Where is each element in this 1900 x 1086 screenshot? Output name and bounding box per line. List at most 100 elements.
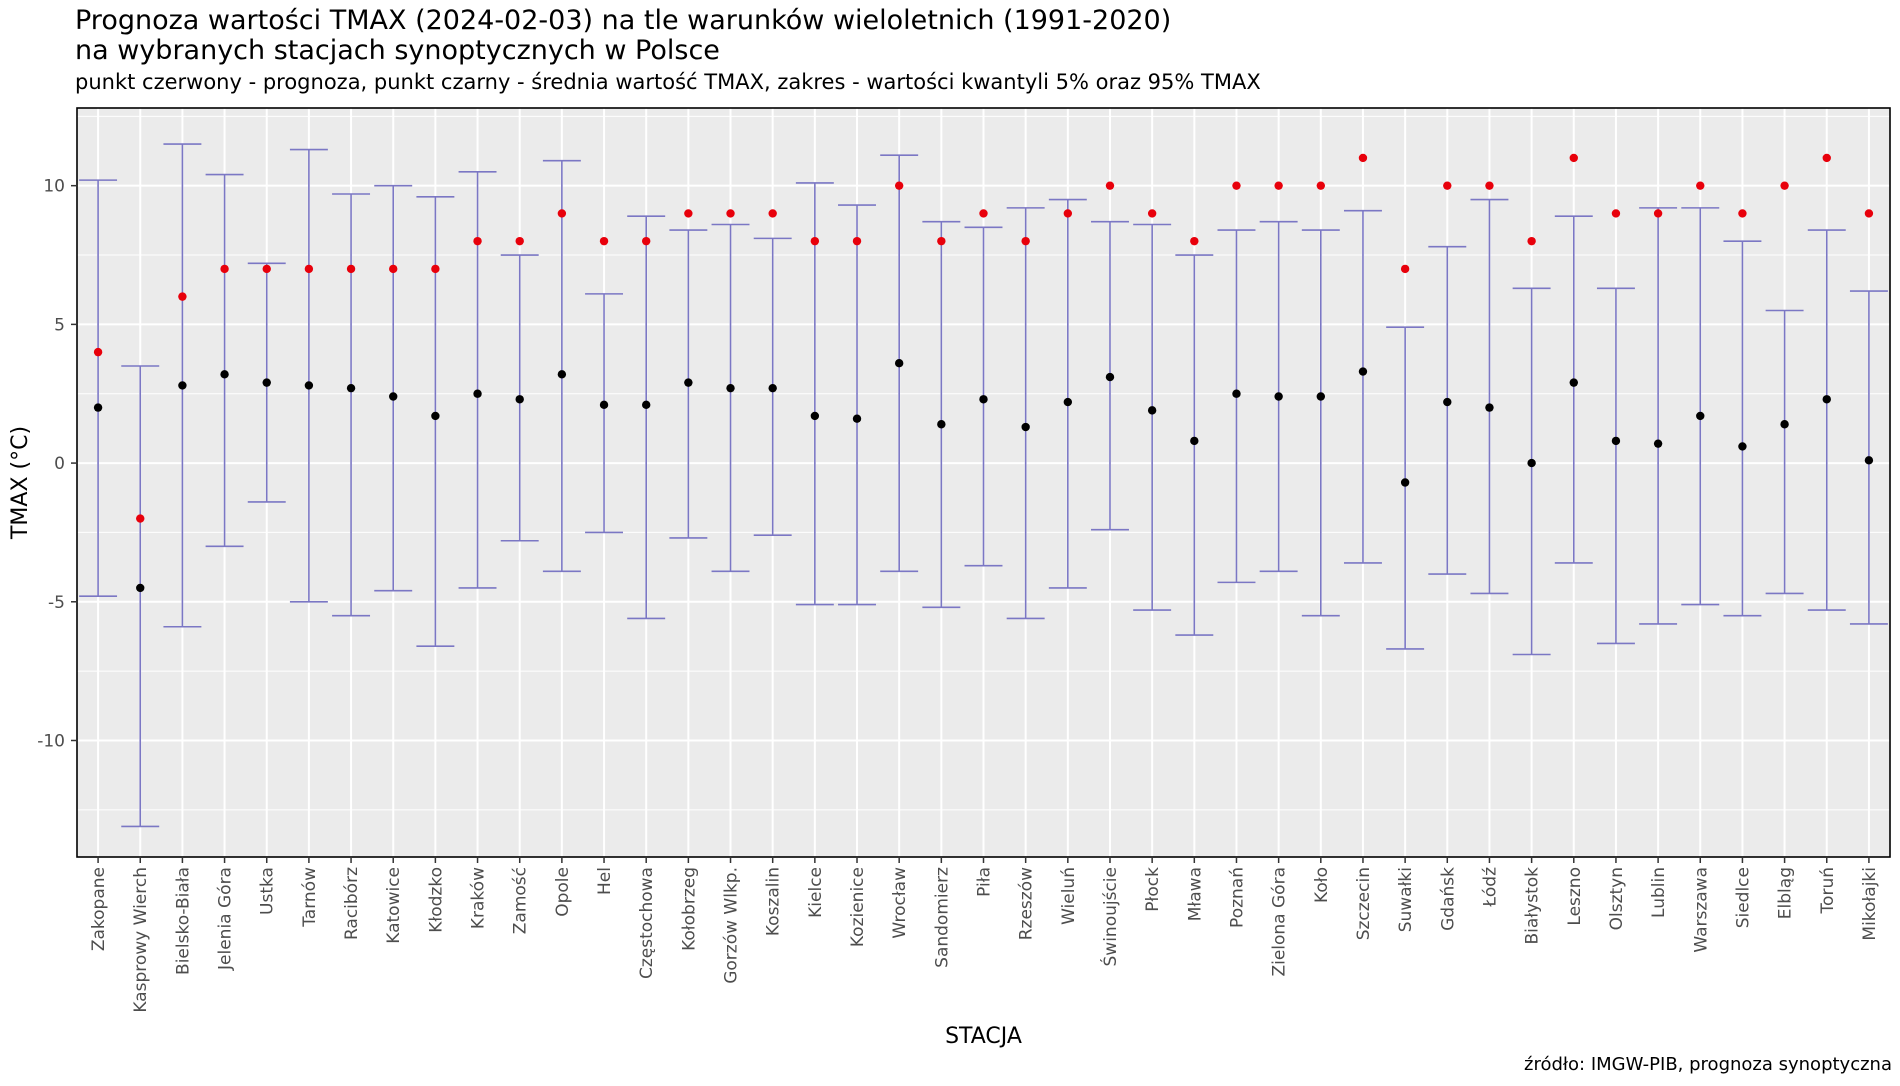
forecast-point (1400, 264, 1410, 274)
forecast-point (1738, 209, 1747, 218)
mean-point (1274, 392, 1283, 401)
forecast-point (684, 209, 693, 218)
forecast-point (136, 514, 145, 523)
x-tick-label: Częstochowa (637, 867, 657, 979)
forecast-point (1696, 181, 1705, 190)
x-tick-label: Koszalin (764, 867, 784, 936)
forecast-point (262, 264, 271, 274)
x-tick-label: Białystok (1523, 867, 1543, 945)
y-tick-label: 5 (54, 315, 65, 335)
forecast-point (93, 347, 103, 357)
x-tick-label: Wrocław (890, 867, 910, 939)
forecast-point (1190, 236, 1199, 246)
x-tick-label: Koło (1312, 867, 1332, 903)
x-tick-label: Leszno (1565, 867, 1585, 926)
mean-point (1443, 397, 1452, 407)
x-tick-label: Łódź (1480, 867, 1500, 908)
forecast-point (1611, 209, 1621, 218)
forecast-point (431, 264, 440, 274)
forecast-point (1822, 153, 1831, 163)
x-tick-label: Szczecin (1354, 867, 1374, 940)
forecast-point (1780, 181, 1789, 190)
forecast-point (1485, 181, 1494, 190)
x-tick-label: Zakopane (89, 867, 109, 951)
mean-point (557, 370, 567, 379)
mean-point (304, 381, 314, 390)
mean-point (1147, 406, 1157, 415)
forecast-point (1864, 209, 1874, 218)
x-tick-label: Opole (553, 867, 573, 917)
x-tick-label: Zielona Góra (1270, 867, 1290, 977)
x-tick-label: Bielsko-Biała (173, 867, 193, 975)
forecast-point (1358, 153, 1368, 163)
mean-point (1569, 378, 1578, 387)
mean-point (1527, 458, 1536, 468)
x-tick-label: Płock (1143, 867, 1163, 912)
mean-point (1653, 439, 1663, 448)
x-tick-label: Tarnów (300, 867, 320, 928)
forecast-point (1232, 181, 1241, 190)
mean-point (1105, 372, 1115, 382)
forecast-point (1569, 153, 1578, 163)
x-tick-label: Kozienice (848, 867, 868, 947)
mean-point (1611, 436, 1621, 446)
forecast-point (515, 236, 524, 246)
forecast-point (937, 236, 946, 246)
mean-point (1738, 442, 1747, 451)
mean-point (852, 414, 862, 423)
mean-point (1696, 411, 1705, 421)
x-tick-label: Kasprowy Wierch (131, 867, 151, 1013)
mean-point (389, 392, 398, 401)
forecast-point (1021, 236, 1030, 246)
forecast-point (1105, 181, 1115, 190)
forecast-point (979, 209, 988, 218)
x-tick-label: Świnoujście (1099, 867, 1121, 966)
forecast-point (1063, 209, 1073, 218)
mean-point (262, 378, 271, 387)
mean-point (1400, 478, 1410, 487)
mean-point (431, 411, 440, 421)
x-tick-label: Gdańsk (1438, 867, 1458, 931)
mean-point (473, 389, 482, 398)
x-tick-label: Hel (595, 867, 615, 895)
forecast-point (1147, 209, 1157, 218)
mean-point (641, 400, 651, 410)
mean-point (768, 383, 777, 393)
mean-point (599, 400, 609, 410)
x-tick-label: Katowice (384, 867, 404, 944)
mean-point (726, 383, 735, 393)
forecast-point (178, 292, 187, 301)
mean-point (979, 395, 988, 404)
x-tick-label: Warszawa (1691, 867, 1711, 953)
mean-point (894, 359, 904, 368)
mean-point (178, 381, 187, 390)
x-tick-label: Siedlce (1733, 867, 1753, 928)
forecast-point (852, 236, 862, 246)
source-note: źródło: IMGW-PIB, prognoza synoptyczna (1524, 1054, 1892, 1075)
x-tick-label: Mława (1185, 867, 1205, 921)
mean-point (1485, 403, 1494, 412)
x-tick-label: Toruń (1818, 867, 1838, 914)
y-tick-label: 10 (43, 177, 65, 197)
mean-point (220, 370, 229, 379)
mean-point (346, 383, 356, 393)
x-tick-label: Piła (975, 867, 995, 897)
mean-point (1864, 456, 1874, 465)
mean-point (93, 403, 103, 412)
mean-point (1316, 392, 1326, 401)
mean-point (810, 411, 820, 421)
mean-point (1358, 367, 1368, 376)
chart-title-line1: Prognoza wartości TMAX (2024-02-03) na t… (75, 5, 1172, 36)
x-tick-label: Rzeszów (1017, 867, 1037, 940)
x-tick-label: Poznań (1227, 867, 1247, 928)
forecast-point (599, 236, 609, 246)
forecast-point (1527, 236, 1536, 246)
mean-point (1822, 395, 1831, 404)
x-tick-label: Kłodzko (426, 867, 446, 933)
chart-title-line2: na wybranych stacjach synoptycznych w Po… (75, 35, 720, 66)
x-tick-label: Lublin (1649, 867, 1669, 918)
mean-point (1190, 436, 1199, 446)
x-axis-title: STACJA (945, 1024, 1022, 1049)
x-tick-label: Mikołajki (1860, 867, 1880, 941)
